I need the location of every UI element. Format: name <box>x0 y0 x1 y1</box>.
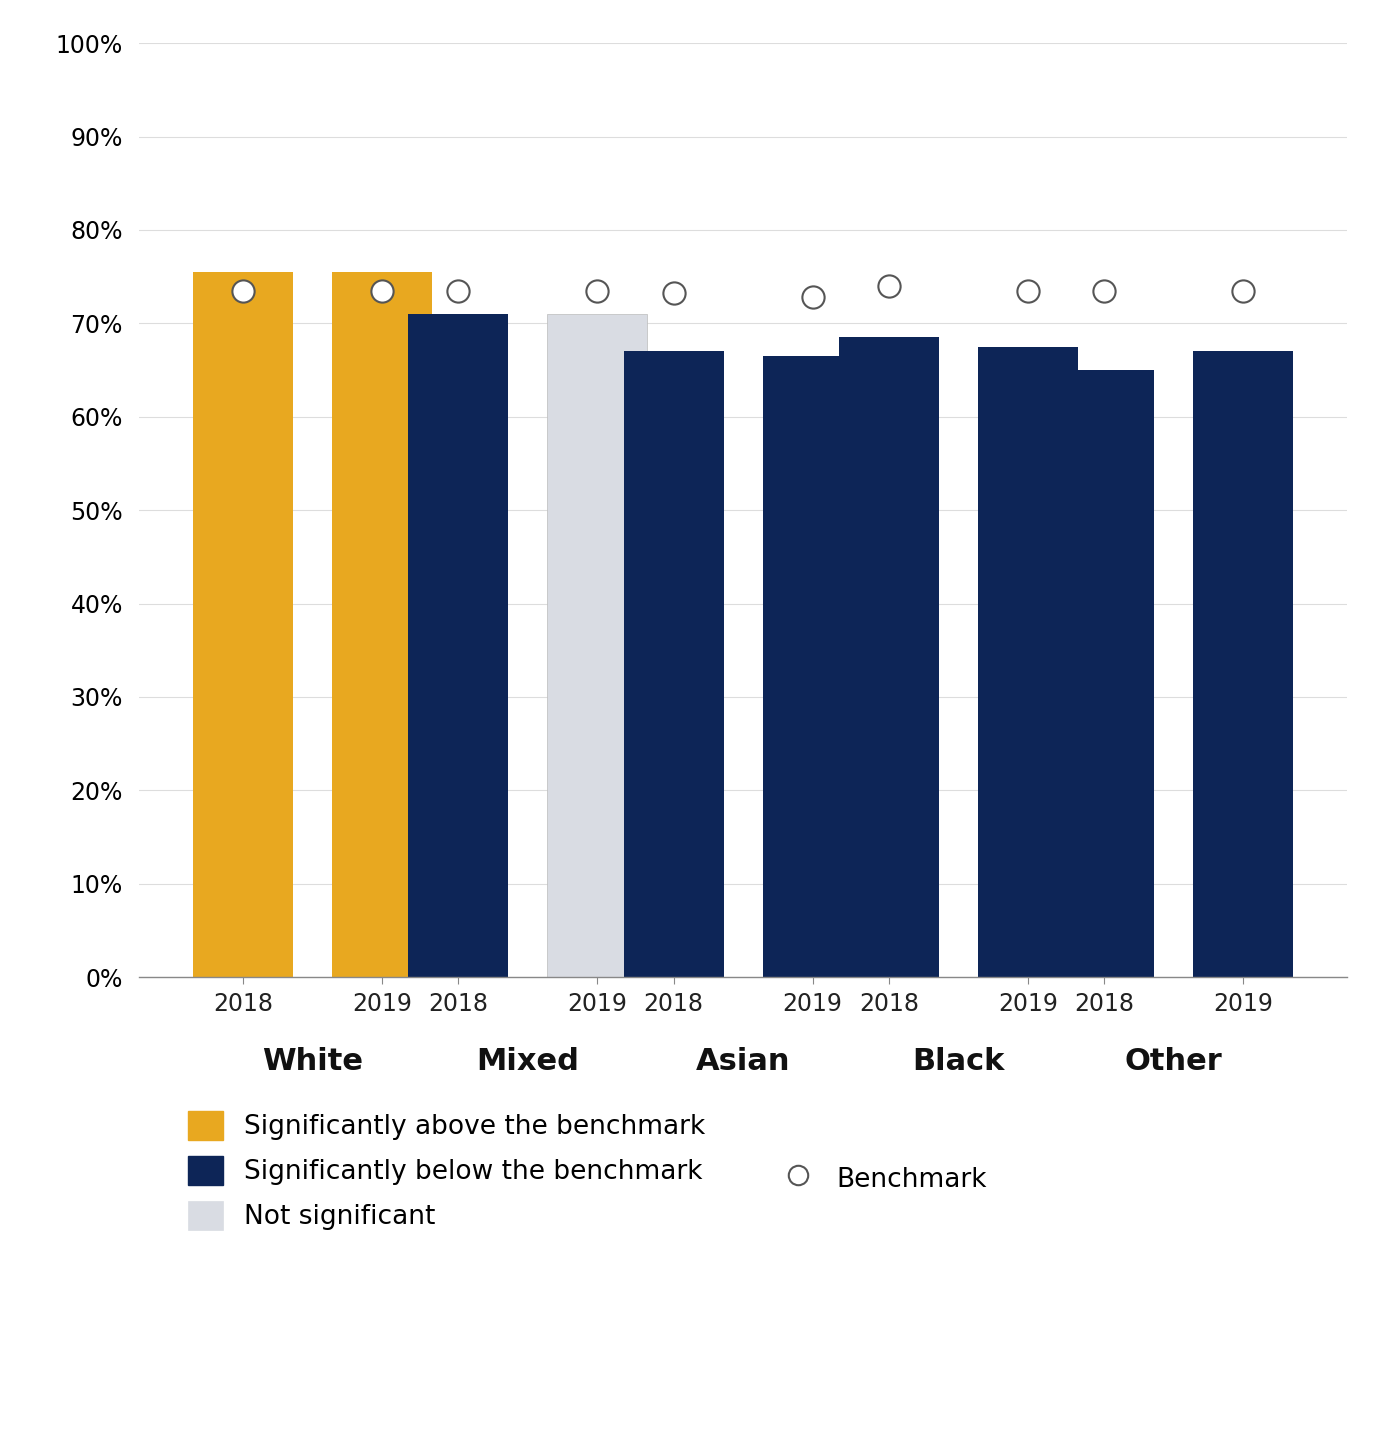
Text: Black: Black <box>913 1048 1004 1076</box>
Bar <box>408 315 508 977</box>
Bar <box>332 272 432 977</box>
Bar <box>978 346 1078 977</box>
Text: Other: Other <box>1125 1048 1222 1076</box>
Legend: Benchmark: Benchmark <box>781 1164 986 1193</box>
Bar <box>624 352 724 977</box>
Bar <box>1193 352 1293 977</box>
Bar <box>547 315 647 977</box>
Bar <box>193 272 293 977</box>
Text: Asian: Asian <box>696 1048 790 1076</box>
Bar <box>1054 371 1154 977</box>
Text: Mixed: Mixed <box>476 1048 579 1076</box>
Bar <box>763 356 863 977</box>
Bar <box>839 338 939 977</box>
Text: White: White <box>263 1048 363 1076</box>
